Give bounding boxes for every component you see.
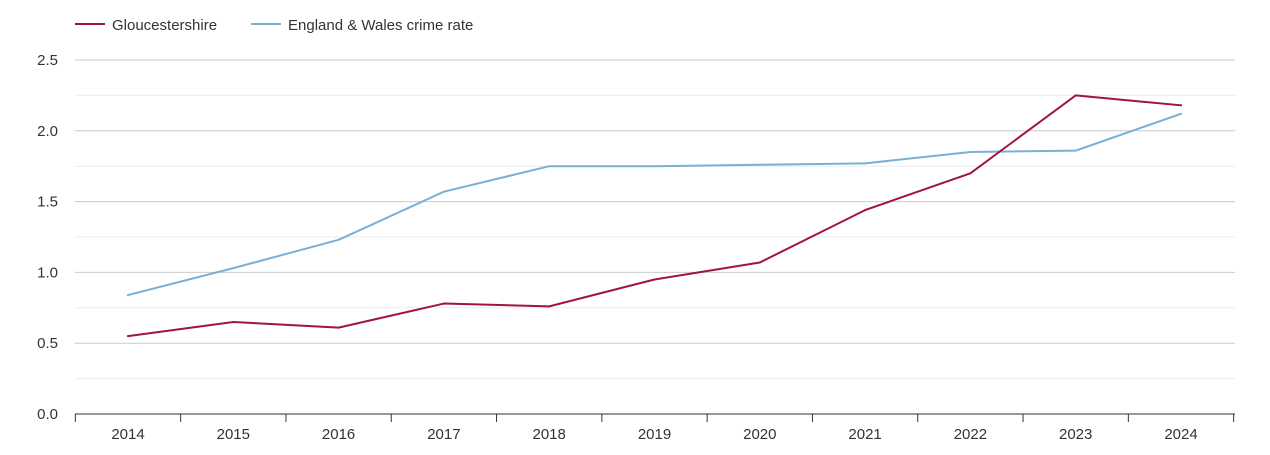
legend: Gloucestershire England & Wales crime rat… bbox=[75, 17, 473, 34]
x-tick-label: 2020 bbox=[743, 426, 776, 443]
x-tick-label: 2024 bbox=[1164, 426, 1197, 443]
series-line-gloucestershire bbox=[127, 94, 1182, 338]
data-point bbox=[653, 165, 656, 168]
data-point bbox=[969, 172, 972, 175]
legend-label: Gloucestershire bbox=[112, 17, 217, 34]
y-tick-label: 1.5 bbox=[37, 194, 58, 211]
y-tick-label: 2.5 bbox=[37, 52, 58, 69]
x-axis: 2014 2015 2016 2017 2018 2019 2020 2021 2022 2023… bbox=[74, 414, 1235, 443]
legend-label: England & Wales crime rate bbox=[288, 17, 473, 34]
data-point bbox=[337, 326, 340, 329]
data-point bbox=[653, 278, 656, 281]
x-tick-label: 2022 bbox=[954, 426, 987, 443]
data-point bbox=[1074, 149, 1077, 152]
data-point bbox=[864, 162, 867, 165]
x-tick-label: 2023 bbox=[1059, 426, 1092, 443]
grid-lines bbox=[75, 59, 1235, 415]
data-point bbox=[127, 294, 129, 297]
y-tick-label: 0.0 bbox=[37, 406, 58, 423]
data-point bbox=[864, 209, 867, 212]
x-tick-label: 2019 bbox=[638, 426, 671, 443]
legend-item[interactable]: England & Wales crime rate bbox=[251, 17, 473, 34]
data-point bbox=[548, 305, 551, 308]
data-point bbox=[442, 190, 445, 193]
x-tick-label: 2017 bbox=[427, 426, 460, 443]
data-point bbox=[1074, 94, 1077, 97]
y-axis: 0.0 0.5 1.0 1.5 2.0 2.5 bbox=[37, 52, 58, 423]
x-tick-label: 2021 bbox=[848, 426, 881, 443]
x-tick-label: 2018 bbox=[533, 426, 566, 443]
data-point bbox=[442, 302, 445, 305]
data-point bbox=[232, 267, 235, 270]
x-tick-label: 2015 bbox=[217, 426, 250, 443]
data-point bbox=[969, 151, 972, 154]
data-point bbox=[337, 238, 340, 241]
x-tick-label: 2016 bbox=[322, 426, 355, 443]
y-tick-label: 1.0 bbox=[37, 264, 58, 281]
data-point bbox=[548, 165, 551, 168]
data-point bbox=[758, 261, 761, 264]
data-point bbox=[1180, 104, 1182, 107]
data-point bbox=[127, 335, 129, 338]
data-point bbox=[1180, 112, 1182, 115]
series-lines bbox=[127, 94, 1182, 338]
y-tick-label: 0.5 bbox=[37, 335, 58, 352]
x-tick-label: 2014 bbox=[111, 426, 144, 443]
data-point bbox=[758, 163, 761, 166]
series-line-england-wales bbox=[127, 112, 1182, 297]
data-point bbox=[232, 320, 235, 323]
legend-item[interactable]: Gloucestershire bbox=[75, 17, 217, 34]
y-tick-label: 2.0 bbox=[37, 123, 58, 140]
